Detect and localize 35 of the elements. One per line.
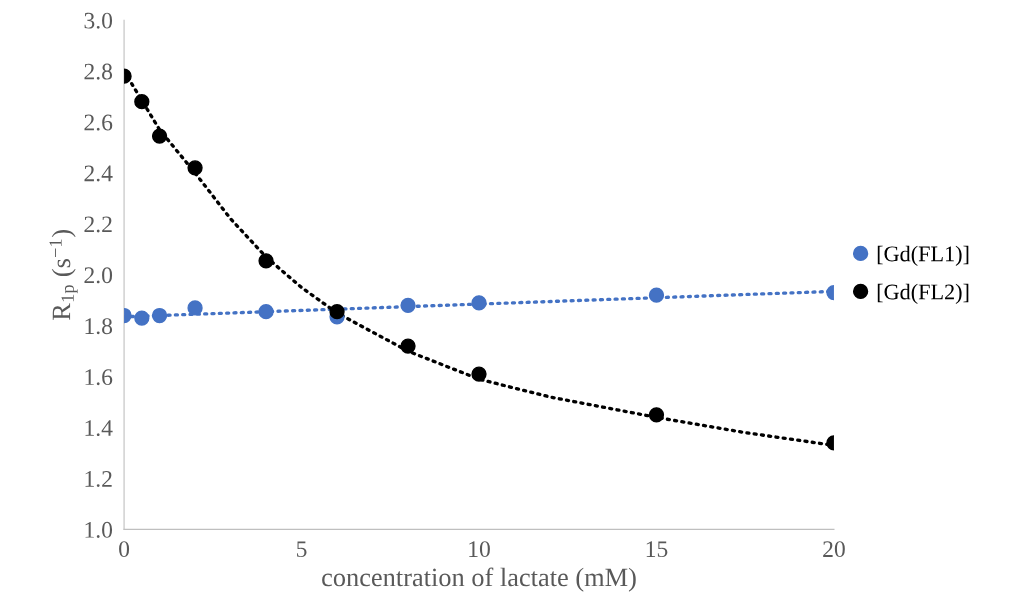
point [134, 310, 150, 326]
x-tick-label: 0 [119, 541, 130, 558]
x-axis-title: concentration of lactate (mM) [322, 567, 636, 592]
y-tick-label: 2.8 [84, 63, 113, 80]
y-tick-label: 2.6 [84, 114, 113, 131]
x-tick-label: 5 [297, 541, 307, 558]
x-tick-label: 15 [646, 541, 668, 558]
point [400, 297, 416, 313]
point [400, 338, 416, 354]
point [329, 304, 345, 320]
y-tick-label: 1.0 [85, 521, 113, 538]
point [187, 300, 203, 316]
y-tick-label: 2.4 [84, 165, 113, 182]
point [151, 307, 168, 324]
point [258, 304, 274, 320]
point [471, 295, 487, 311]
y-tick-label: 3.0 [84, 12, 113, 29]
point [258, 253, 274, 269]
y-tick-label: 1.6 [85, 369, 113, 386]
y-tick-label: 1.8 [85, 318, 113, 335]
point [187, 160, 203, 176]
point [134, 94, 150, 110]
point [648, 407, 665, 423]
y-tick-label: 1.2 [85, 471, 112, 487]
y-tick-label: 1.4 [85, 420, 113, 437]
point [151, 128, 168, 144]
legend-label: [Gd(FL2)] [877, 283, 969, 304]
x-tick-label: 20 [823, 541, 845, 558]
x-tick-label: 10 [469, 541, 490, 558]
point [648, 287, 665, 303]
y-axis-title: R$_{1p}$ (s$^{−1}$) [49, 230, 78, 320]
point [471, 366, 487, 382]
y-tick-label: 2.0 [84, 267, 113, 284]
y-tick-label: 2.2 [84, 216, 112, 233]
legend-label: [Gd(FL1)] [877, 245, 969, 266]
